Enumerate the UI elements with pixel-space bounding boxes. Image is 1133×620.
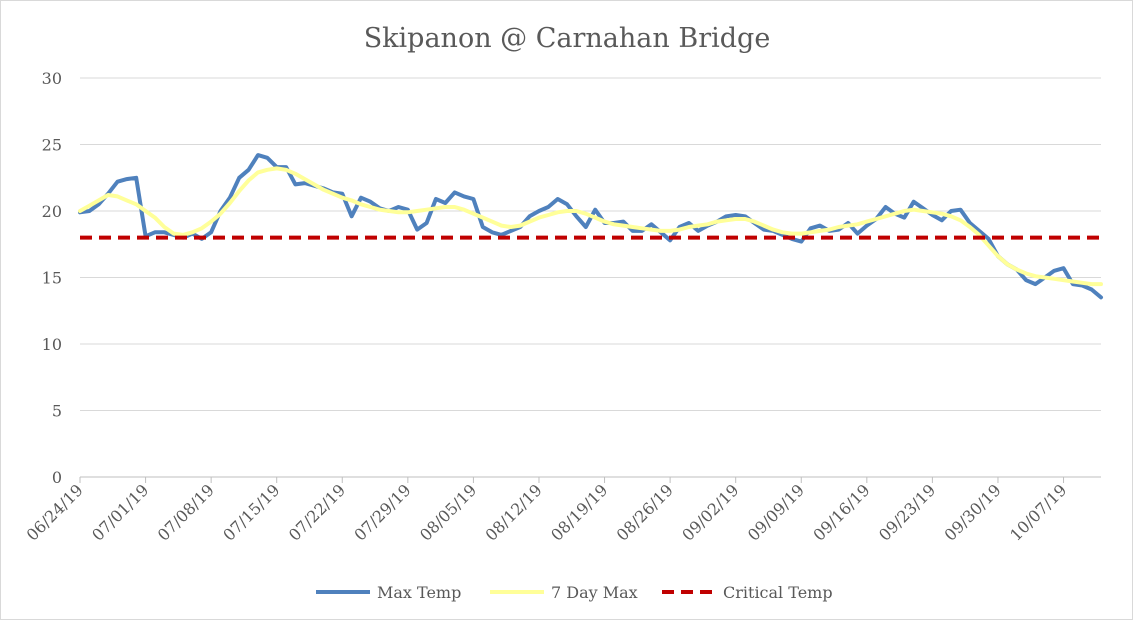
x-tick-label: 06/24/19 (23, 480, 87, 544)
series-line-7-day-max (78, 166, 1103, 287)
grid-lines (80, 77, 1101, 411)
legend-label-7-day-max: 7 Day Max (551, 583, 638, 602)
x-tick-label: 09/09/19 (744, 480, 808, 544)
y-tick-label: 25 (42, 136, 62, 155)
x-tick-label: 08/26/19 (613, 480, 677, 544)
x-tick-label: 09/02/19 (678, 480, 742, 544)
legend: Max Temp 7 Day Max Critical Temp (316, 583, 833, 602)
y-tick-label: 10 (42, 335, 62, 354)
legend-label-max-temp: Max Temp (377, 583, 461, 602)
x-tick-label: 07/15/19 (219, 480, 283, 544)
y-tick-label: 20 (42, 202, 62, 221)
x-tick-label: 10/07/19 (1006, 480, 1070, 544)
legend-label-critical-temp: Critical Temp (723, 583, 833, 602)
x-tick-label: 09/23/19 (875, 480, 939, 544)
y-tick-label: 5 (52, 402, 62, 421)
y-tick-label: 0 (52, 468, 62, 487)
x-tick-label: 07/22/19 (285, 480, 349, 544)
x-tick-label: 08/05/19 (416, 480, 480, 544)
x-tick-label: 08/12/19 (482, 480, 546, 544)
y-axis-ticks: 0 5 10 15 20 25 30 (42, 69, 62, 487)
chart-title: Skipanon @ Carnahan Bridge (364, 23, 771, 54)
x-tick-label: 09/16/19 (809, 480, 873, 544)
y-tick-label: 15 (42, 269, 62, 288)
x-tick-label: 09/30/19 (941, 480, 1005, 544)
series-line-max-temp (78, 153, 1103, 300)
series-lines (78, 153, 1103, 300)
y-tick-label: 30 (42, 69, 62, 88)
x-tick-label: 07/29/19 (350, 480, 414, 544)
x-tick-label: 07/08/19 (154, 480, 218, 544)
x-tick-label: 07/01/19 (88, 480, 152, 544)
x-tick-label: 08/19/19 (547, 480, 611, 544)
x-axis: 06/24/19 07/01/19 07/08/19 07/15/19 07/22/19… (23, 476, 1101, 545)
